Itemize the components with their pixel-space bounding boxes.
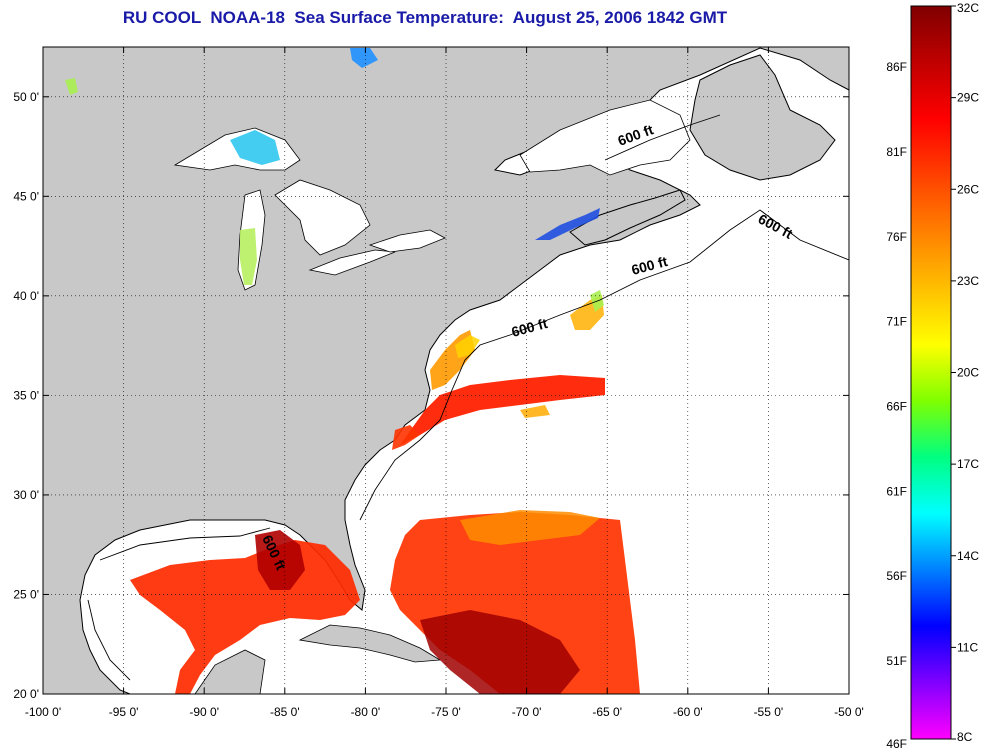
colorbar-fahrenheit-label: 71F [886, 315, 907, 329]
lon-tick-label: -85 0' [270, 705, 300, 719]
lon-tick-label: -50 0' [834, 705, 864, 719]
colorbar-fahrenheit-label: 61F [886, 484, 907, 498]
sst-hudson-bay-blue [350, 48, 378, 68]
lon-tick-label: -80 0' [351, 705, 381, 719]
lat-tick-label: 25 0' [13, 587, 39, 601]
newfoundland [689, 54, 836, 181]
sst-carolina-coast [392, 425, 420, 450]
lake-ontario [368, 229, 446, 253]
sst-lake-superior [230, 130, 280, 165]
colorbar-celsius-labels: 32C 29C 26C 23C 20C 17C 14C 11C 8C [951, 1, 979, 744]
lon-tick-label: -60 0' [673, 705, 703, 719]
lon-tick-label: -95 0' [109, 705, 139, 719]
sst-data [65, 48, 640, 694]
lon-tick-label: -90 0' [189, 705, 219, 719]
lake-huron [274, 179, 371, 256]
sst-caribbean-dark [420, 610, 580, 694]
gulf-st-lawrence [519, 99, 691, 176]
lon-tick-label: -55 0' [754, 705, 784, 719]
land-yucatan [194, 649, 266, 694]
sst-atlantic-orange-edge [460, 510, 600, 545]
contour-600ft [87, 114, 849, 681]
lake-erie [308, 249, 396, 276]
sst-lake-michigan [240, 228, 257, 285]
map-title: RU COOL NOAA-18 Sea Surface Temperature:… [122, 8, 728, 27]
colorbar-celsius-label: 20C [957, 366, 979, 380]
colorbar-fahrenheit-label: 81F [886, 145, 907, 159]
sst-scotian-shelf-cold [535, 208, 600, 240]
lat-tick-label: 30 0' [13, 488, 39, 502]
lon-tick-label: -100 0' [25, 705, 61, 719]
lon-tick-label: -65 0' [592, 705, 622, 719]
colorbar-fahrenheit-label: 51F [886, 654, 907, 668]
colorbar-fahrenheit-label: 46F [886, 737, 907, 751]
sst-shelf-yellow [455, 335, 480, 358]
colorbar-fahrenheit-label: 56F [886, 569, 907, 583]
lat-tick-label: 20 0' [13, 687, 39, 701]
colorbar-celsius-label: 32C [957, 1, 979, 15]
sst-small-lake-green [65, 78, 78, 95]
longitude-axis: -100 0' -95 0' -90 0' -85 0' -80 0' -75 0' -70… [25, 47, 864, 719]
nova-scotia [569, 189, 686, 246]
colorbar-celsius-label: 14C [957, 549, 979, 563]
colorbar-fahrenheit-label: 66F [886, 399, 907, 413]
colorbar-celsius-label: 26C [957, 182, 979, 196]
sst-sargasso-patch [520, 405, 550, 418]
lat-tick-label: 35 0' [13, 388, 39, 402]
sst-gulf-of-mexico [130, 540, 360, 694]
lat-tick-label: 40 0' [13, 289, 39, 303]
colorbar-celsius-label: 17C [957, 457, 979, 471]
lat-tick-label: 50 0' [13, 90, 39, 104]
sst-gulf-hot-core [255, 530, 305, 590]
colorbar-celsius-label: 8C [957, 730, 973, 744]
colorbar-gradient [910, 5, 952, 740]
colorbar-fahrenheit-label: 76F [886, 230, 907, 244]
colorbar-celsius-label: 29C [957, 91, 979, 105]
lat-tick-label: 45 0' [13, 189, 39, 203]
colorbar-fahrenheit-label: 86F [886, 60, 907, 74]
colorbar-celsius-label: 23C [957, 274, 979, 288]
colorbar-celsius-label: 11C [957, 640, 978, 654]
lon-tick-label: -70 0' [512, 705, 542, 719]
colorbar-fahrenheit-labels: 86F 81F 76F 71F 66F 61F 56F 51F 46F [886, 60, 907, 751]
lon-tick-label: -75 0' [431, 705, 461, 719]
latitude-axis: 20 0' 25 0' 30 0' 35 0' 40 0' 45 0' 50 0' [13, 90, 849, 701]
